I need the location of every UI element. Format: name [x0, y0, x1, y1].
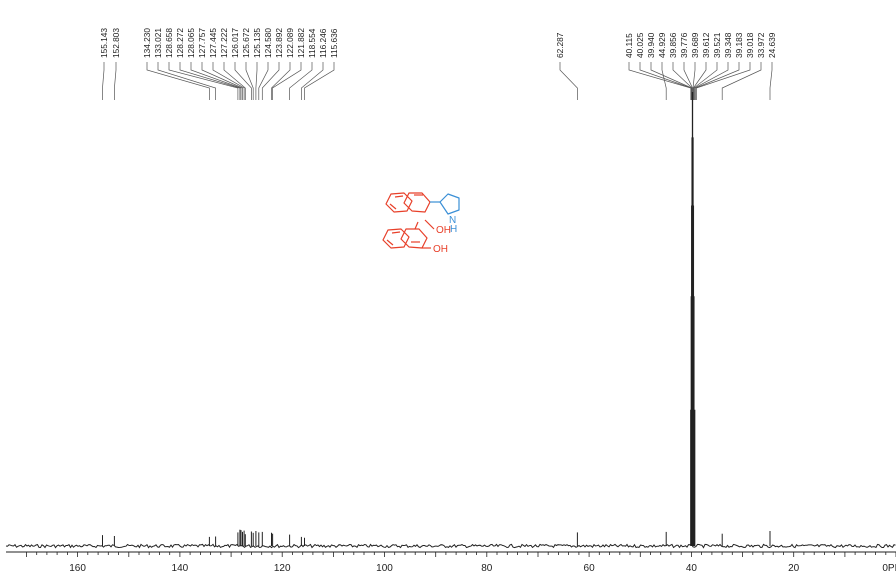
- peak-label: 155.143: [99, 28, 109, 58]
- peak-connector: [245, 62, 254, 100]
- x-tick-label: 140: [172, 563, 189, 574]
- peak-label: 40.025: [635, 32, 645, 58]
- peak-connector: [639, 62, 692, 100]
- pyrrolidine-fragment: [430, 193, 460, 215]
- x-axis: 160 140 120 100 80 60 40 20 0PPM: [6, 551, 896, 574]
- peak-connector: [650, 62, 693, 100]
- peak-connectors-group: [102, 62, 773, 100]
- peak-label: 125.135: [252, 28, 262, 58]
- peak-label: 128.065: [186, 28, 196, 58]
- peak-label: 116.246: [318, 28, 328, 58]
- peak-connector: [696, 62, 751, 100]
- peak-label: 33.972: [756, 32, 766, 58]
- oh-label-lower: OH: [433, 244, 448, 255]
- peak-connector: [223, 62, 246, 100]
- peak-label: 39.183: [734, 32, 744, 58]
- x-tick-label: 80: [481, 563, 493, 574]
- peak-connector: [301, 62, 324, 100]
- peak-label: 128.272: [175, 28, 185, 58]
- peak-connector: [261, 62, 280, 100]
- peak-label: 115.636: [329, 28, 339, 58]
- peak-connector: [179, 62, 241, 100]
- peak-connector: [694, 62, 729, 100]
- peak-label: 62.287: [555, 32, 565, 58]
- peak-connector: [168, 62, 239, 100]
- peak-label: 126.017: [230, 28, 240, 58]
- peak-label: 125.672: [241, 28, 251, 58]
- peak-connector: [234, 62, 252, 100]
- peak-label: 39.940: [646, 32, 656, 58]
- nh-label-n: N: [449, 215, 456, 226]
- peak-connector: [693, 62, 718, 100]
- x-tick-label: 100: [376, 563, 393, 574]
- peak-label: 122.089: [285, 28, 295, 58]
- peak-connector: [271, 62, 291, 100]
- peak-connector: [769, 62, 773, 100]
- peak-label: 127.222: [219, 28, 229, 58]
- peak-connector: [695, 62, 740, 100]
- peak-label: 128.658: [164, 28, 174, 58]
- peak-connector: [693, 62, 707, 100]
- spectrum-baseline: [5, 543, 896, 549]
- peak-label: 124.580: [263, 28, 273, 58]
- x-tick-label: 160: [69, 563, 86, 574]
- peak-connector: [201, 62, 243, 100]
- peak-label: 39.348: [723, 32, 733, 58]
- x-tick-label: 60: [584, 563, 596, 574]
- peak-label: 123.892: [274, 28, 284, 58]
- peak-connector: [721, 62, 762, 100]
- peak-connector: [272, 62, 302, 100]
- peak-connector: [146, 62, 210, 100]
- peak-connector: [255, 62, 258, 100]
- peak-label: 39.521: [712, 32, 722, 58]
- peak-label: 121.882: [296, 28, 306, 58]
- x-tick-label: 40: [686, 563, 698, 574]
- peak-label: 152.803: [111, 28, 121, 58]
- peak-label: 134.230: [142, 28, 152, 58]
- peak-connector: [628, 62, 692, 100]
- peak-label: 118.554: [307, 28, 317, 58]
- peak-label: 24.639: [767, 32, 777, 58]
- spectrum-trace-group: [5, 92, 896, 549]
- peak-label: 40.115: [624, 33, 634, 58]
- peak-connector: [114, 62, 117, 100]
- molecular-structure: [382, 192, 460, 249]
- peak-connector: [289, 62, 313, 100]
- peak-label: 39.612: [701, 32, 711, 58]
- peak-connector: [102, 62, 105, 100]
- peak-connector: [661, 62, 667, 100]
- x-tick-label: 120: [274, 563, 291, 574]
- peak-connector: [559, 62, 578, 100]
- peak-label: 39.856: [668, 32, 678, 58]
- peak-connector: [212, 62, 245, 100]
- binaphthol-fragment: [382, 192, 435, 249]
- peak-label: 127.445: [208, 28, 218, 58]
- peak-labels-group: 155.143 152.803 134.230 133.021 128.658 128.2…: [99, 28, 777, 58]
- peak-connector: [190, 62, 242, 100]
- x-tick-label: 0PPM: [882, 563, 896, 574]
- peak-label: 39.689: [690, 32, 700, 58]
- peak-label: 39.776: [679, 32, 689, 58]
- peak-label: 39.018: [745, 32, 755, 58]
- peak-connector: [258, 62, 269, 100]
- nh-label-h: H: [450, 224, 457, 235]
- peak-label: 44.929: [657, 32, 667, 58]
- oh-label-upper: OH: [436, 225, 451, 236]
- x-tick-label: 20: [788, 563, 800, 574]
- peak-label: 133.021: [153, 28, 163, 58]
- peak-connector: [304, 62, 335, 100]
- peak-label: 127.757: [197, 28, 207, 58]
- peak-connector: [157, 62, 216, 100]
